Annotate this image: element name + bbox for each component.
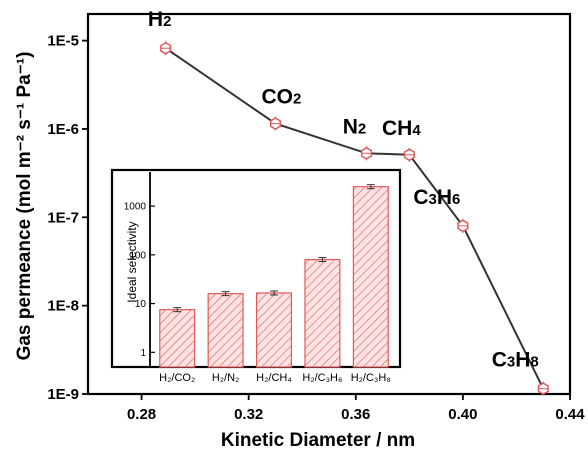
error-bar: [173, 307, 182, 313]
gas-label: CO2: [262, 86, 302, 109]
gas-label: C3H8: [492, 349, 539, 372]
selectivity-bar: [207, 293, 244, 368]
error-bar: [318, 257, 327, 263]
main-series: H2 CO2 N2 CH4 C3H6 C3H8: [148, 8, 549, 396]
inset-category-label: H₂/C₃H₆: [302, 372, 342, 384]
selectivity-bar: [255, 292, 293, 368]
permeance-line: [165, 47, 545, 390]
selectivity-bar: [304, 258, 341, 368]
y-tick-label: 1E-8: [47, 298, 79, 315]
main-plot-frame: [86, 12, 572, 396]
data-point: [269, 116, 281, 131]
error-bar: [366, 184, 375, 190]
inset-category-label: H₂/CH₄: [256, 372, 292, 384]
inset-y-tick-label: 10: [135, 299, 147, 310]
inset-y-tick-label: 1: [140, 348, 146, 359]
y-tick-label: 1E-7: [47, 209, 79, 226]
inset-category-label: H₂/C₃H₈: [351, 372, 391, 384]
selectivity-bar: [352, 186, 389, 368]
inset-y-axis-title: Ideal selectivity: [125, 221, 139, 302]
inset-y-tick-label: 100: [129, 250, 146, 261]
x-tick-label: 0.36: [341, 406, 370, 423]
main-axes: 0.28 0.32 0.36 0.40 0.44 1E-9 1E-8 1E-7 1E-6 1E-5: [47, 33, 585, 423]
inset-bars: H₂/CO₂ H₂/N₂ H₂/CH₄ H₂/C₃H₆ H₂/C₃H₈: [159, 184, 391, 384]
inset-category-label: H₂/N₂: [212, 372, 239, 384]
error-bar: [221, 291, 230, 297]
x-axis-title: Kinetic Diameter / nm: [221, 430, 415, 451]
y-tick-label: 1E-5: [47, 33, 79, 50]
y-tick-label: 1E-9: [47, 386, 79, 403]
data-point: [360, 146, 373, 161]
data-point: [537, 381, 549, 396]
x-tick-label: 0.44: [555, 406, 585, 423]
y-tick-label: 1E-6: [47, 121, 79, 138]
inset-category-label: H₂/CO₂: [159, 372, 195, 384]
data-point: [457, 218, 469, 233]
error-bar: [270, 290, 278, 296]
x-tick-label: 0.32: [234, 406, 263, 423]
gas-label: H2: [148, 8, 172, 31]
data-point: [403, 147, 415, 162]
x-tick-label: 0.40: [448, 406, 477, 423]
data-point: [160, 41, 172, 56]
gas-label: C3H6: [413, 186, 460, 209]
y-axis-title: Gas permeance (mol m⁻² s⁻¹ Pa⁻¹): [14, 52, 35, 361]
inset-y-tick-label: 1000: [124, 202, 147, 213]
gas-label: N2: [343, 115, 367, 138]
gas-label: CH4: [382, 117, 421, 140]
selectivity-bar: [159, 309, 196, 368]
inset-axes: 1 10 100 1000: [124, 172, 155, 367]
x-tick-label: 0.28: [127, 406, 156, 423]
